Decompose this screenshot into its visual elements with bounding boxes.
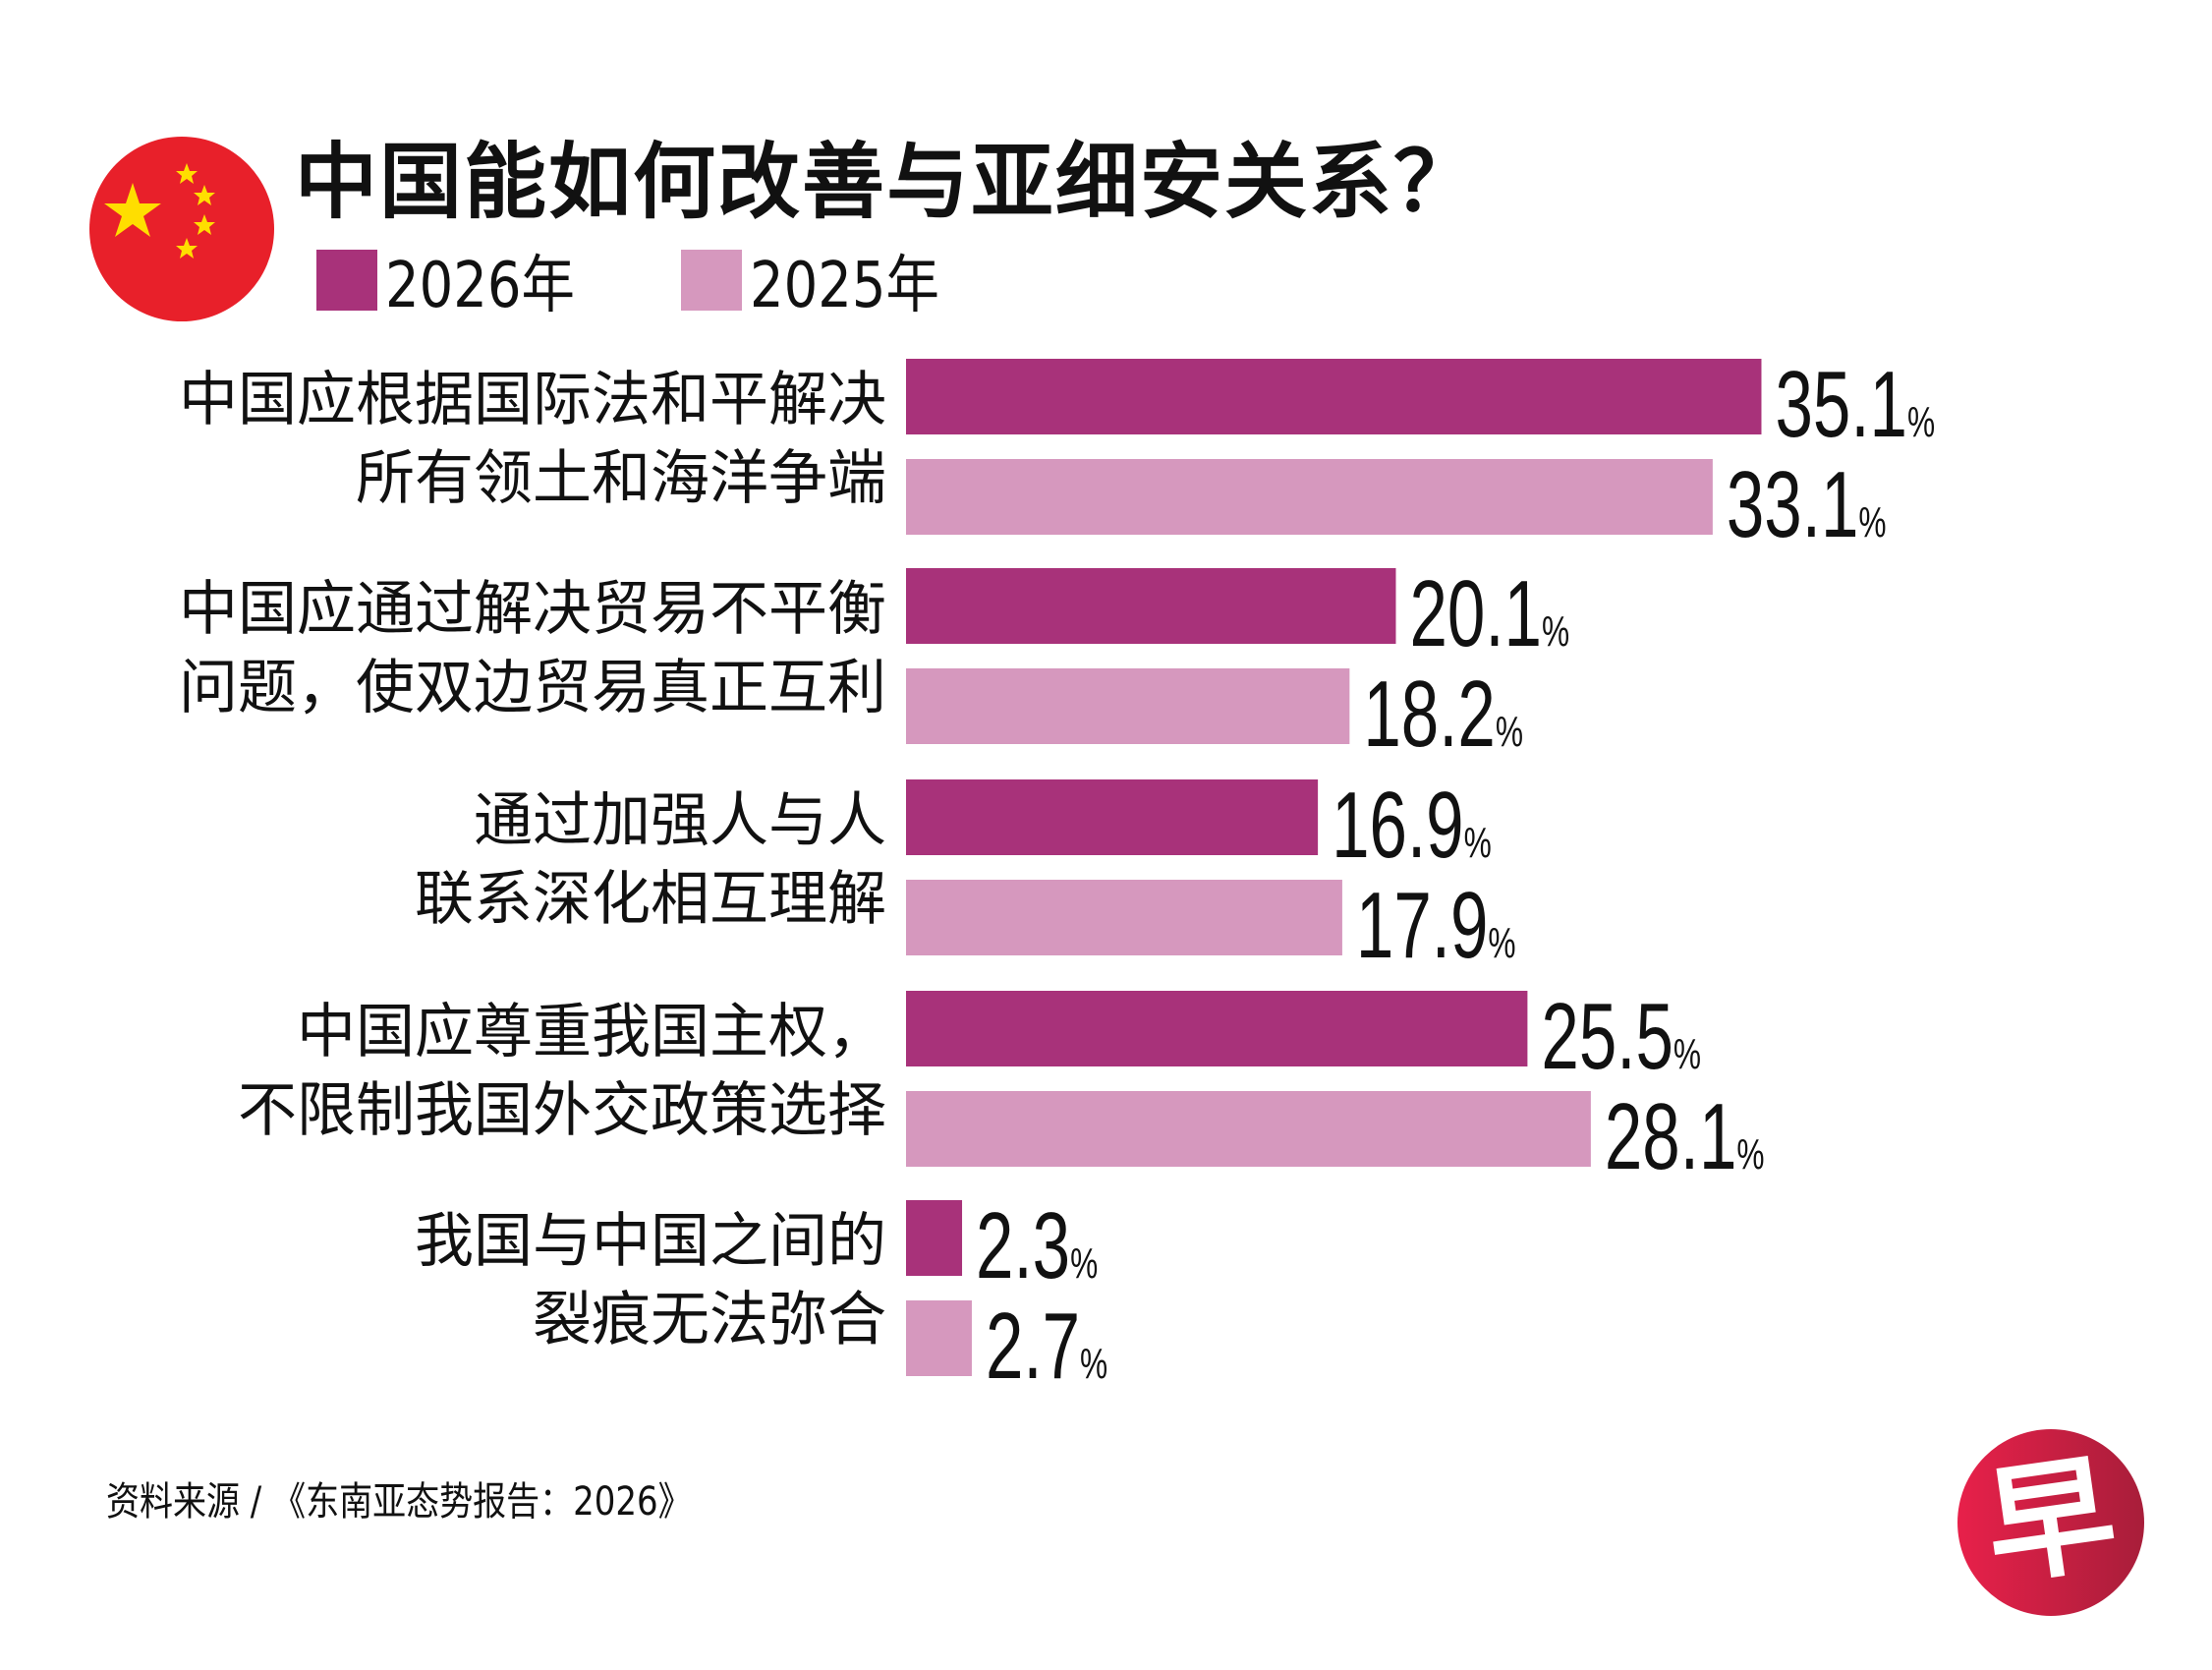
data-label-value: 28.1% [1605, 1083, 1765, 1189]
bar-2026年 [906, 779, 1319, 855]
china-flag-icon [89, 137, 274, 321]
data-label-value: 25.5% [1541, 983, 1701, 1089]
svg-text:早: 早 [1977, 1437, 2125, 1604]
data-label-unit: % [1673, 1030, 1701, 1078]
data-label: 28.1% [1605, 1083, 1765, 1189]
data-label: 35.1% [1775, 351, 1935, 457]
data-label-unit: % [1488, 919, 1515, 967]
data-label: 2.7% [986, 1293, 1107, 1396]
category-label: 裂痕无法弥合 [533, 1286, 886, 1354]
bar-2025年 [906, 459, 1713, 535]
bar-2026年 [906, 1200, 963, 1276]
category-label: 我国与中国之间的 [415, 1207, 886, 1276]
data-label: 2.3% [976, 1192, 1098, 1298]
data-label-unit: % [1858, 498, 1886, 547]
data-label-value: 16.9% [1332, 772, 1492, 878]
data-label: 16.9% [1332, 772, 1492, 878]
category-label: 通过加强人与人 [474, 786, 886, 855]
legend-item-2025: 2025年 [681, 248, 973, 322]
data-label-value: 2.3% [976, 1192, 1098, 1298]
bar-2025年 [906, 1300, 972, 1376]
bar-2026年 [906, 991, 1528, 1066]
chart-title: 中国能如何改善与亚细安关系？ [295, 134, 1479, 230]
bar-2026年 [906, 568, 1396, 644]
category-label: 中国应根据国际法和平解决 [179, 366, 886, 434]
data-label-value: 35.1% [1775, 351, 1935, 457]
category-label: 中国应通过解决贸易不平衡 [179, 575, 886, 644]
legend-swatch-2026 [316, 250, 377, 311]
data-label-value: 17.9% [1356, 872, 1516, 978]
legend-swatch-2025 [681, 250, 742, 311]
category-label: 联系深化相互理解 [415, 865, 886, 934]
data-label-unit: % [1907, 398, 1935, 446]
bar-2025年 [906, 880, 1342, 955]
data-label: 25.5% [1541, 983, 1701, 1089]
category-label: 问题，使双边贸易真正互利 [179, 654, 886, 722]
category-label: 所有领土和海洋争端 [356, 444, 886, 513]
data-label-unit: % [1464, 819, 1492, 867]
data-label: 33.1% [1727, 451, 1887, 557]
legend-label-2026: 2026年 [385, 250, 575, 322]
bar-2025年 [906, 668, 1350, 744]
legend-item-2026: 2026年 [316, 248, 608, 322]
category-label: 中国应尊重我国主权， [297, 998, 886, 1066]
data-label: 18.2% [1363, 661, 1523, 767]
data-label-unit: % [1080, 1340, 1107, 1388]
data-label-unit: % [1070, 1239, 1098, 1288]
data-label-value: 20.1% [1409, 560, 1569, 666]
bar-2025年 [906, 1091, 1591, 1167]
legend-label-2025: 2025年 [750, 250, 939, 322]
data-label: 20.1% [1409, 560, 1569, 666]
data-label-value: 18.2% [1363, 661, 1523, 767]
data-label-value: 33.1% [1727, 451, 1887, 557]
bar-2026年 [906, 359, 1762, 434]
data-label-unit: % [1542, 607, 1569, 656]
data-label-unit: % [1736, 1130, 1764, 1179]
source-note: 资料来源 / 《东南亚态势报告：2026》 [106, 1479, 692, 1525]
data-label: 17.9% [1356, 872, 1516, 978]
zaobao-logo-icon: 早 [1957, 1429, 2144, 1616]
data-label-unit: % [1496, 708, 1523, 756]
category-label: 不限制我国外交政策选择 [238, 1076, 886, 1145]
data-label-value: 2.7% [986, 1293, 1107, 1396]
